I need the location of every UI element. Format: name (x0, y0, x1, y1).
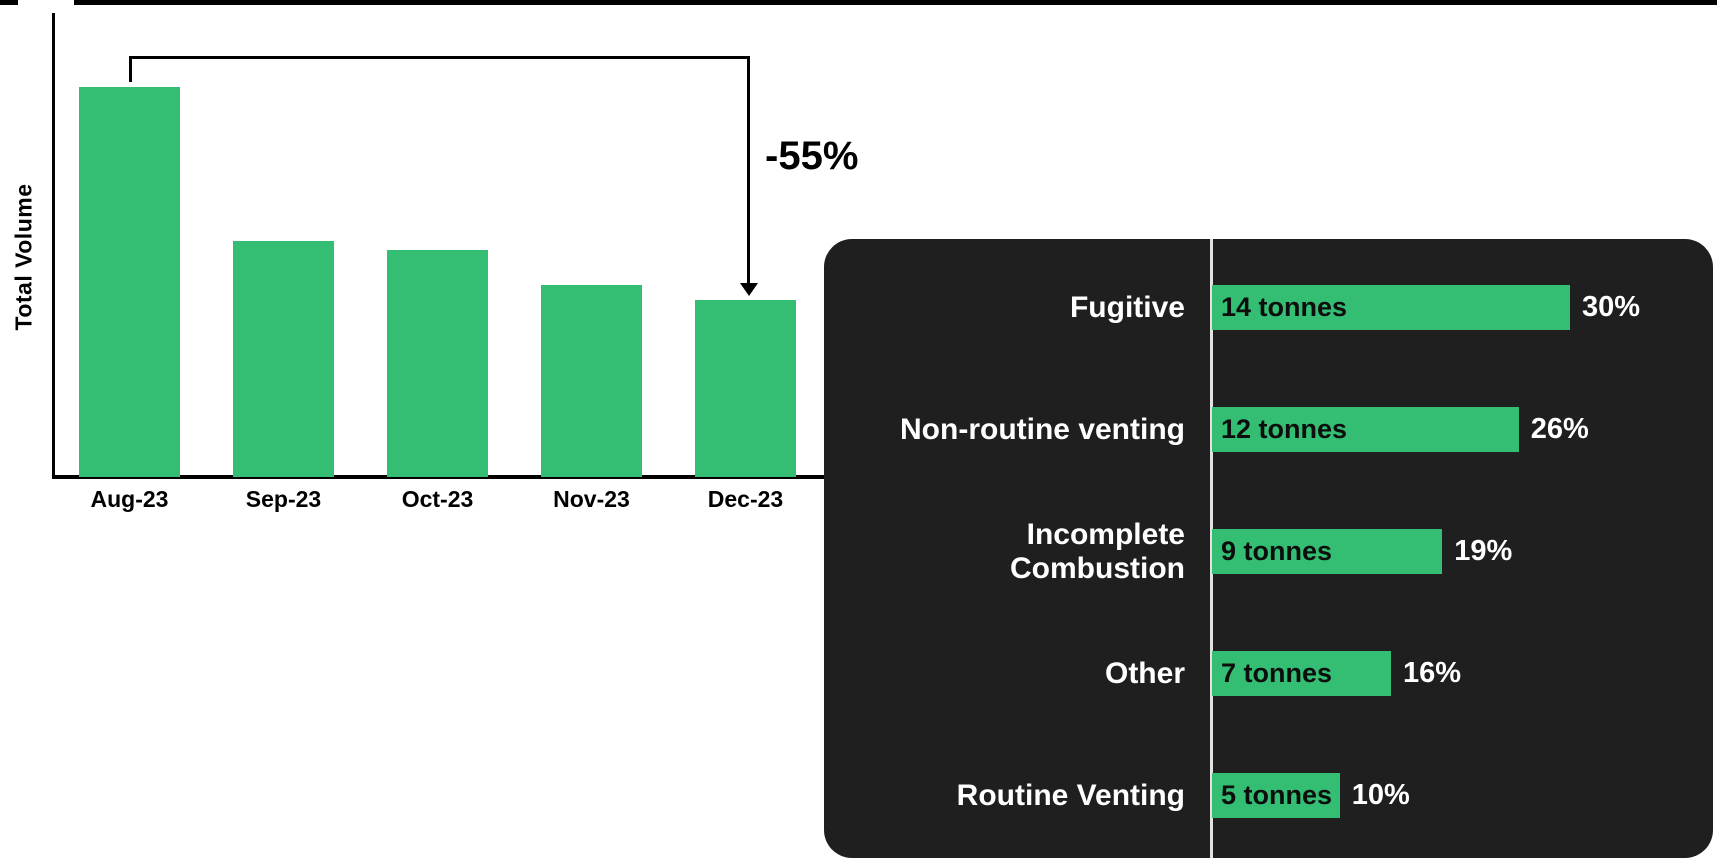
x-tick-label: Oct-23 (401, 486, 474, 512)
x-tick-label: Nov-23 (553, 486, 630, 512)
volume-bar-nov (541, 285, 642, 477)
category-label: Routine Venting (956, 778, 1185, 812)
bar-track: 12 tonnes 26% (1212, 407, 1589, 452)
top-rule-left-segment (0, 0, 18, 5)
x-tick-label: Sep-23 (245, 486, 322, 512)
volume-bar-dec (695, 299, 796, 477)
volume-bars-group (79, 87, 801, 477)
x-axis-ticks: Aug-23 Sep-23 Oct-23 Nov-23 Dec-23 (79, 486, 801, 513)
decline-bracket-tick (129, 56, 132, 82)
emissions-breakdown-panel: Fugitive 14 tonnes 30% Non-routine venti… (824, 239, 1713, 858)
bar-value-label: 12 tonnes (1221, 414, 1348, 444)
bar-track: 14 tonnes 30% (1212, 285, 1640, 330)
category-label: Non-routine venting (900, 412, 1185, 446)
category-label: Other (1104, 656, 1185, 690)
panel-axis-divider (1210, 239, 1213, 858)
category-row-non-routine-venting: Non-routine venting 12 tonnes 26% (824, 407, 1713, 452)
category-row-incomplete-combustion: Incomplete Combustion 9 tonnes 19% (824, 518, 1713, 585)
top-rule (74, 0, 1717, 5)
category-label: Incomplete Combustion (1010, 517, 1185, 585)
decline-arrow-line (747, 56, 750, 284)
bar-value-label: 7 tonnes (1221, 658, 1333, 688)
category-bar: 12 tonnes (1212, 407, 1519, 452)
decline-bracket-line (129, 56, 749, 59)
decline-annotation: -55% (765, 134, 859, 178)
x-axis-line (52, 475, 824, 479)
bar-pct-label: 19% (1454, 535, 1513, 567)
category-row-routine-venting: Routine Venting 5 tonnes 10% (824, 773, 1713, 818)
volume-bar-oct (387, 250, 488, 477)
bar-value-label: 5 tonnes (1221, 780, 1333, 810)
arrow-down-icon (740, 283, 758, 296)
bar-pct-label: 26% (1530, 413, 1589, 445)
x-tick-label: Aug-23 (90, 486, 169, 512)
category-bar: 7 tonnes (1212, 651, 1391, 696)
bar-pct-label: 16% (1403, 657, 1462, 689)
bar-pct-label: 30% (1582, 291, 1641, 323)
volume-bar-aug (79, 87, 180, 477)
category-label: Fugitive (1069, 290, 1185, 324)
bar-track: 5 tonnes 10% (1212, 773, 1570, 818)
bar-pct-label: 10% (1351, 779, 1410, 811)
category-bar: 14 tonnes (1212, 285, 1570, 330)
bar-track: 9 tonnes 19% (1212, 529, 1570, 574)
category-row-fugitive: Fugitive 14 tonnes 30% (824, 285, 1713, 330)
bar-value-label: 9 tonnes (1221, 536, 1333, 566)
bar-track: 7 tonnes 16% (1212, 651, 1570, 696)
y-axis-label: Total Volume (10, 183, 37, 331)
volume-bar-sep (233, 241, 334, 477)
x-tick-label: Dec-23 (707, 486, 784, 512)
y-axis-line (52, 13, 55, 477)
category-bar: 5 tonnes (1212, 773, 1340, 818)
bar-value-label: 14 tonnes (1221, 292, 1348, 322)
category-bar: 9 tonnes (1212, 529, 1443, 574)
category-row-other: Other 7 tonnes 16% (824, 651, 1713, 696)
